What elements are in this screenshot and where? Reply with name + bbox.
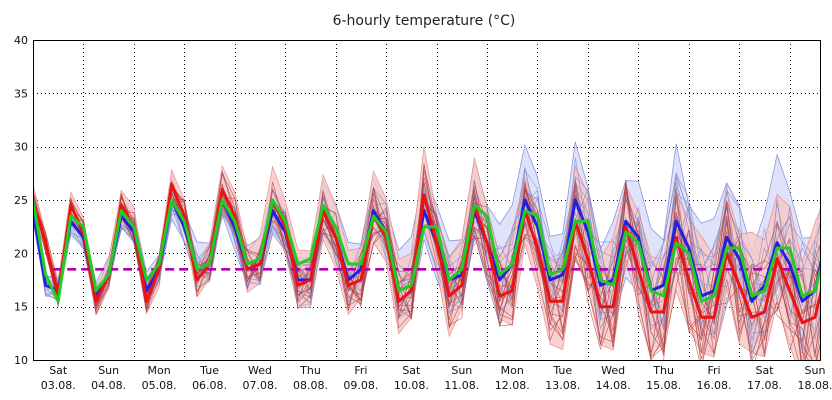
x-axis: Sat 03.08. Sun 04.08. Mon 05.08. Tue 06.08. Wed 0… <box>41 364 832 392</box>
x-tick-day: Wed <box>601 364 625 377</box>
y-tick-label: 35 <box>14 87 28 100</box>
y-tick-label: 10 <box>14 354 28 367</box>
x-tick-day: Wed <box>248 364 272 377</box>
x-tick-date: 05.08. <box>142 379 177 392</box>
y-tick-label: 20 <box>14 247 28 260</box>
x-tick-day: Fri <box>708 364 721 377</box>
y-axis: 10 15 20 25 30 35 40 <box>14 34 28 367</box>
x-tick-date: 10.08. <box>394 379 429 392</box>
x-tick-day: Tue <box>552 364 572 377</box>
x-tick-day: Tue <box>199 364 219 377</box>
y-tick-label: 25 <box>14 194 28 207</box>
x-tick-day: Fri <box>354 364 367 377</box>
x-tick-day: Sat <box>402 364 421 377</box>
x-tick-day: Mon <box>501 364 524 377</box>
x-tick-date: 06.08. <box>192 379 227 392</box>
chart-title: 6-hourly temperature (°C) <box>333 13 516 29</box>
x-tick-date: 09.08. <box>343 379 378 392</box>
y-tick-label: 30 <box>14 141 28 154</box>
x-tick-day: Thu <box>652 364 674 377</box>
x-tick-date: 18.08. <box>797 379 832 392</box>
plot-frame <box>33 40 821 361</box>
x-tick-date: 13.08. <box>545 379 580 392</box>
x-tick-day: Sat <box>755 364 774 377</box>
x-tick-day: Mon <box>148 364 171 377</box>
ensemble-bands <box>33 141 820 361</box>
x-tick-date: 08.08. <box>293 379 328 392</box>
series-lines <box>33 182 820 325</box>
x-tick-date: 03.08. <box>41 379 76 392</box>
series-line-3 <box>33 198 820 303</box>
x-tick-date: 15.08. <box>646 379 681 392</box>
x-tick-day: Thu <box>299 364 321 377</box>
x-tick-date: 17.08. <box>747 379 782 392</box>
x-tick-date: 07.08. <box>243 379 278 392</box>
x-tick-day: Sun <box>98 364 119 377</box>
x-tick-date: 04.08. <box>91 379 126 392</box>
y-tick-label: 15 <box>14 301 28 314</box>
x-tick-day: Sat <box>49 364 68 377</box>
y-tick-label: 40 <box>14 34 28 47</box>
x-tick-date: 14.08. <box>596 379 631 392</box>
x-tick-date: 11.08. <box>444 379 479 392</box>
x-tick-day: Sun <box>451 364 472 377</box>
x-tick-day: Sun <box>804 364 825 377</box>
x-tick-date: 12.08. <box>495 379 530 392</box>
x-tick-date: 16.08. <box>697 379 732 392</box>
